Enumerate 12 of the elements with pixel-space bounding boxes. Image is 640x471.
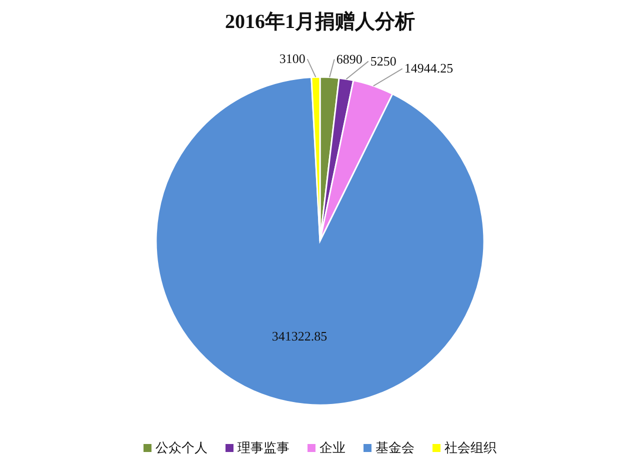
- data-label: 6890: [336, 51, 362, 66]
- data-label: 14944.25: [404, 60, 454, 76]
- legend-label: 公众个人: [156, 440, 208, 455]
- legend-label: 基金会: [376, 440, 414, 455]
- pie-slice: [155, 76, 485, 406]
- legend-label: 社会组织: [444, 440, 496, 455]
- legend-label: 理事监事: [238, 440, 290, 455]
- legend-label: 企业: [320, 440, 346, 455]
- data-label: 341322.85: [272, 328, 328, 344]
- chart-title: 2016年1月捐赠人分析: [225, 10, 415, 33]
- data-label: 5250: [370, 53, 396, 68]
- data-label: 3100: [279, 51, 306, 66]
